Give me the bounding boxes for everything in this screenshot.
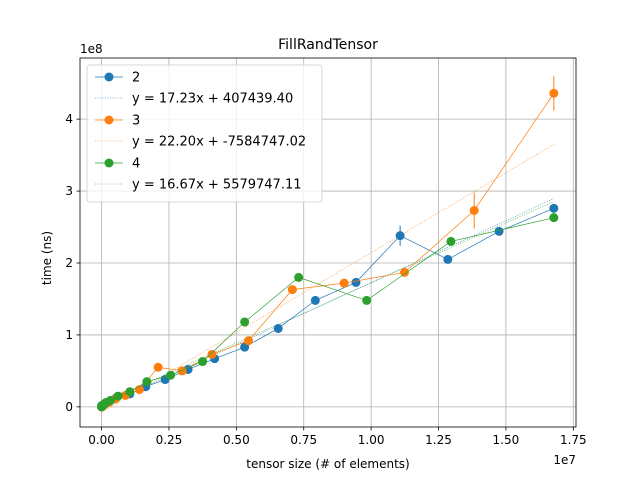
fit-lines-layer [101,144,554,413]
y-tick-label: 3 [65,184,73,198]
data-point [125,387,135,397]
fit-line-series-3 [101,144,554,413]
data-point [400,267,410,277]
data-point [177,366,187,376]
x-tick-label: 0.75 [290,433,317,447]
y-tick-label: 2 [65,256,73,270]
data-point [362,295,372,305]
data-point [166,370,176,380]
legend-label-fit-2: y = 17.23x + 407439.40 [132,92,293,107]
legend-marker-4 [104,158,114,168]
data-point [310,295,320,305]
data-point [244,336,254,346]
x-tick-label: 1.75 [560,433,587,447]
data-point [549,88,559,98]
legend-marker-3 [104,115,114,125]
ticks-layer: 0.00 0.25 0.50 0.75 1.00 1.25 1.50 1.75 0 1 2 3 4 [65,112,586,447]
series-layer [97,75,559,412]
x-tick-label: 1.00 [358,433,385,447]
data-point [198,357,208,367]
data-point [549,213,559,223]
data-point [494,226,504,236]
data-point [287,285,297,295]
fit-line-series-2 [101,198,554,407]
series-4 [97,213,559,412]
chart-title: FillRandTensor [278,37,378,53]
data-point [240,317,250,327]
x-tick-label: 0.25 [156,433,183,447]
data-point [351,277,361,287]
data-point [549,203,559,213]
x-tick-label: 0.00 [88,433,115,447]
data-point [113,391,123,401]
legend-label-series-2: 2 [132,71,140,86]
x-tick-label: 1.25 [425,433,452,447]
legend-label-series-4: 4 [132,157,140,172]
y-tick-label: 1 [65,328,73,342]
legend-label-fit-4: y = 16.67x + 5579747.11 [132,178,302,193]
data-point [153,362,163,372]
x-tick-label: 0.50 [223,433,250,447]
legend-marker-2 [104,72,114,82]
data-point [469,205,479,215]
y-tick-label: 4 [65,112,73,126]
y-axis-label: time (ns) [40,231,54,285]
x-axis-label: tensor size (# of elements) [246,457,409,471]
x-tick-label: 1.50 [493,433,520,447]
data-point [446,236,456,246]
legend-box [86,64,323,203]
legend: 2 y = 17.23x + 407439.40 3 y = 22.20x + -75… [86,64,323,203]
data-point [142,377,152,387]
plot-frame [79,57,577,428]
data-point [294,272,304,282]
legend-label-series-3: 3 [132,114,140,129]
x-scale-label: 1e7 [553,453,576,467]
data-point [240,342,250,352]
data-point [273,323,283,333]
legend-label-fit-3: y = 22.20x + -7584747.02 [132,135,306,150]
y-tick-label: 0 [65,400,73,414]
data-point [395,231,405,241]
y-scale-label: 1e8 [80,42,103,56]
data-point [339,278,349,288]
data-point [443,254,453,264]
data-point [106,395,116,405]
data-point [207,349,217,359]
